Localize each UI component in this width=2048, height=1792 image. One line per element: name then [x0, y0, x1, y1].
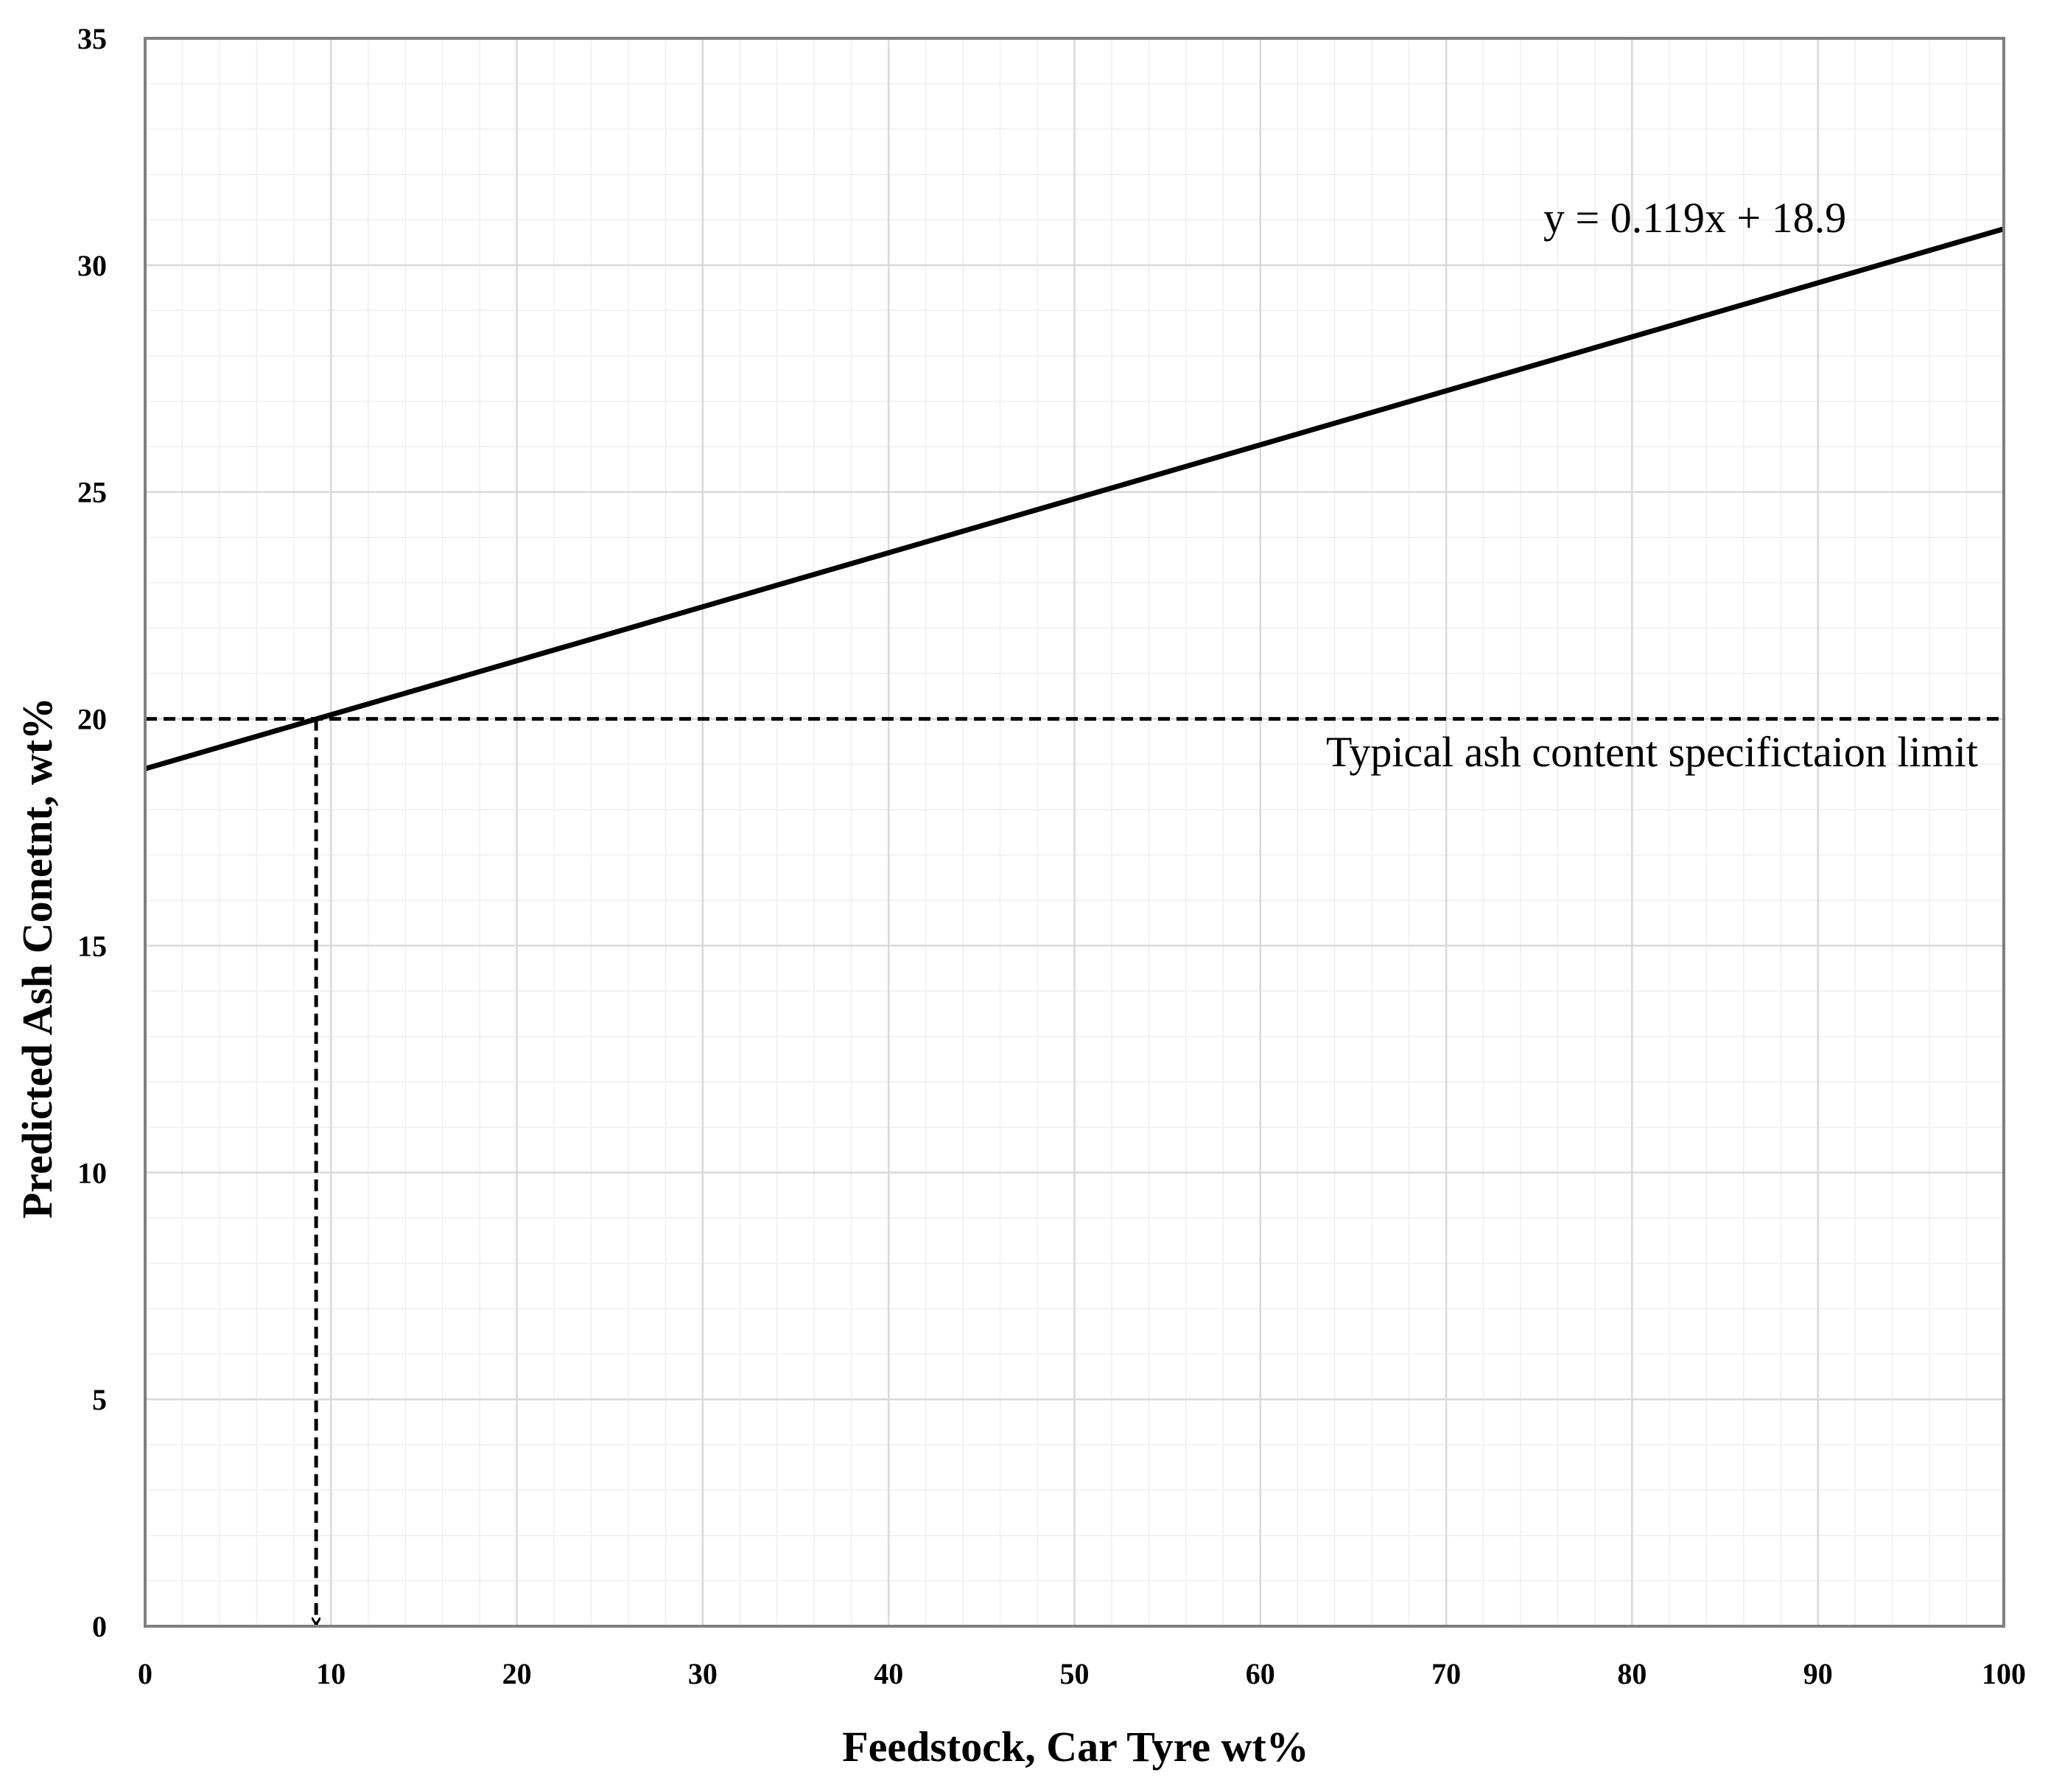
x-axis-title: Feedstock, Car Tyre wt%	[842, 1723, 1309, 1771]
x-tick-label: 20	[502, 1657, 532, 1690]
x-tick-label: 100	[1982, 1657, 2026, 1690]
axes: 0 10 20 30 40 50 60 70 80 90 100 0 5 10 15 20 25 30 35	[77, 22, 2026, 1690]
y-tick-label: 35	[77, 22, 107, 55]
y-axis-title: Predicted Ash Conetnt, wt%	[13, 697, 61, 1219]
limit-annotation: Typical ash content specifictaion limit	[1326, 728, 1978, 776]
regression-line	[144, 226, 2005, 771]
x-tick-label: 90	[1803, 1657, 1833, 1690]
y-tick-label: 0	[92, 1610, 107, 1643]
y-tick-label: 5	[92, 1383, 107, 1416]
y-tick-label: 30	[77, 249, 107, 282]
y-tick-label: 20	[77, 703, 107, 736]
y-tick-label: 25	[77, 476, 107, 509]
x-tick-label: 40	[874, 1657, 903, 1690]
x-tick-label: 30	[688, 1657, 718, 1690]
x-tick-label: 10	[316, 1657, 346, 1690]
plot-area	[144, 226, 2005, 1625]
x-tick-label: 50	[1060, 1657, 1090, 1690]
y-tick-label: 10	[77, 1156, 107, 1189]
plot-border	[144, 37, 2005, 1628]
x-tick-label: 80	[1617, 1657, 1647, 1690]
grid	[144, 37, 2005, 1628]
x-tick-label: 70	[1431, 1657, 1461, 1690]
x-tick-label: 0	[138, 1657, 152, 1690]
y-tick-label: 15	[77, 929, 107, 962]
x-tick-label: 60	[1246, 1657, 1275, 1690]
equation-annotation: y = 0.119x + 18.9	[1543, 194, 1846, 242]
